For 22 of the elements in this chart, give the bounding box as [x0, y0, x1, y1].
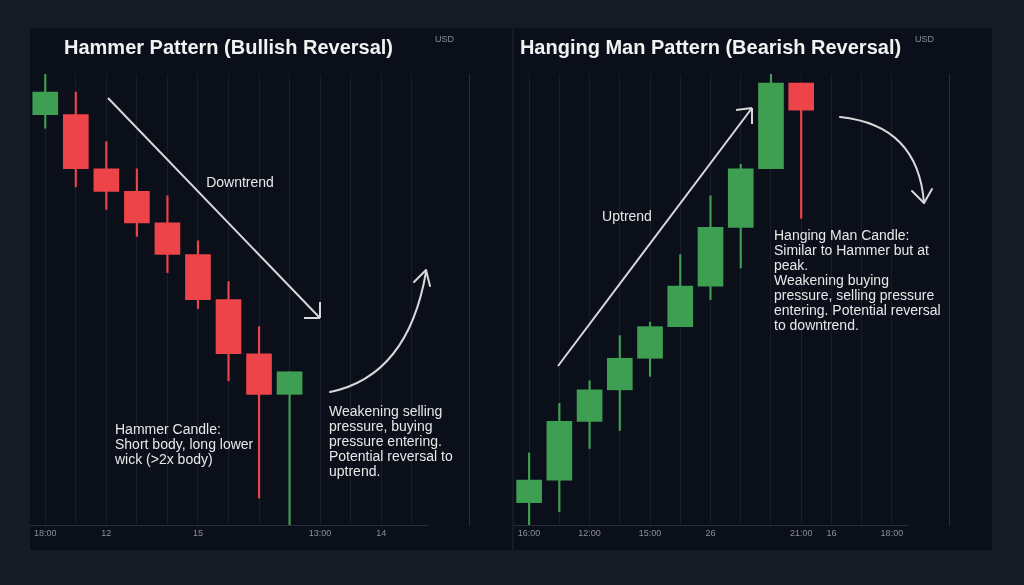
x-tick-label: 18:00: [880, 528, 904, 539]
candlestick: [276, 371, 303, 526]
annotation: Downtrend: [206, 173, 274, 190]
y-axis-title: USD: [915, 34, 935, 45]
x-tick-label: 26: [705, 528, 716, 539]
annotation: Uptrend: [602, 207, 652, 224]
x-tick-label: 15:00: [638, 528, 662, 539]
x-tick-label: 16:00: [517, 528, 541, 539]
annotation: Weakening selling pressure, buying pressure entering. Potential reversal to uptrend.: [329, 402, 453, 479]
x-tick-label: 15: [192, 528, 203, 539]
x-tick-label: 21:00: [789, 528, 813, 539]
annotation: Hammer Candle: Short body, long lower wick (>2x body): [114, 420, 254, 467]
chart-title: Hammer Pattern (Bullish Reversal): [63, 35, 394, 58]
x-tick-label: 18:00: [34, 528, 57, 539]
x-tick-label: 14: [376, 528, 387, 539]
annotation: Hanging Man Candle: Similar to Hammer but at peak. Weakening buying pressure, selling pressure entering. Potential reversal to downtrend.: [774, 226, 941, 333]
x-tick-label: 13:00: [308, 528, 332, 539]
x-tick-label: 12:00: [578, 528, 601, 539]
x-tick-label: 12: [101, 528, 112, 539]
x-tick-label: 16: [826, 528, 837, 539]
y-axis-title: USD: [435, 34, 455, 45]
chart-title: Hanging Man Pattern (Bearish Reversal): [519, 35, 902, 58]
